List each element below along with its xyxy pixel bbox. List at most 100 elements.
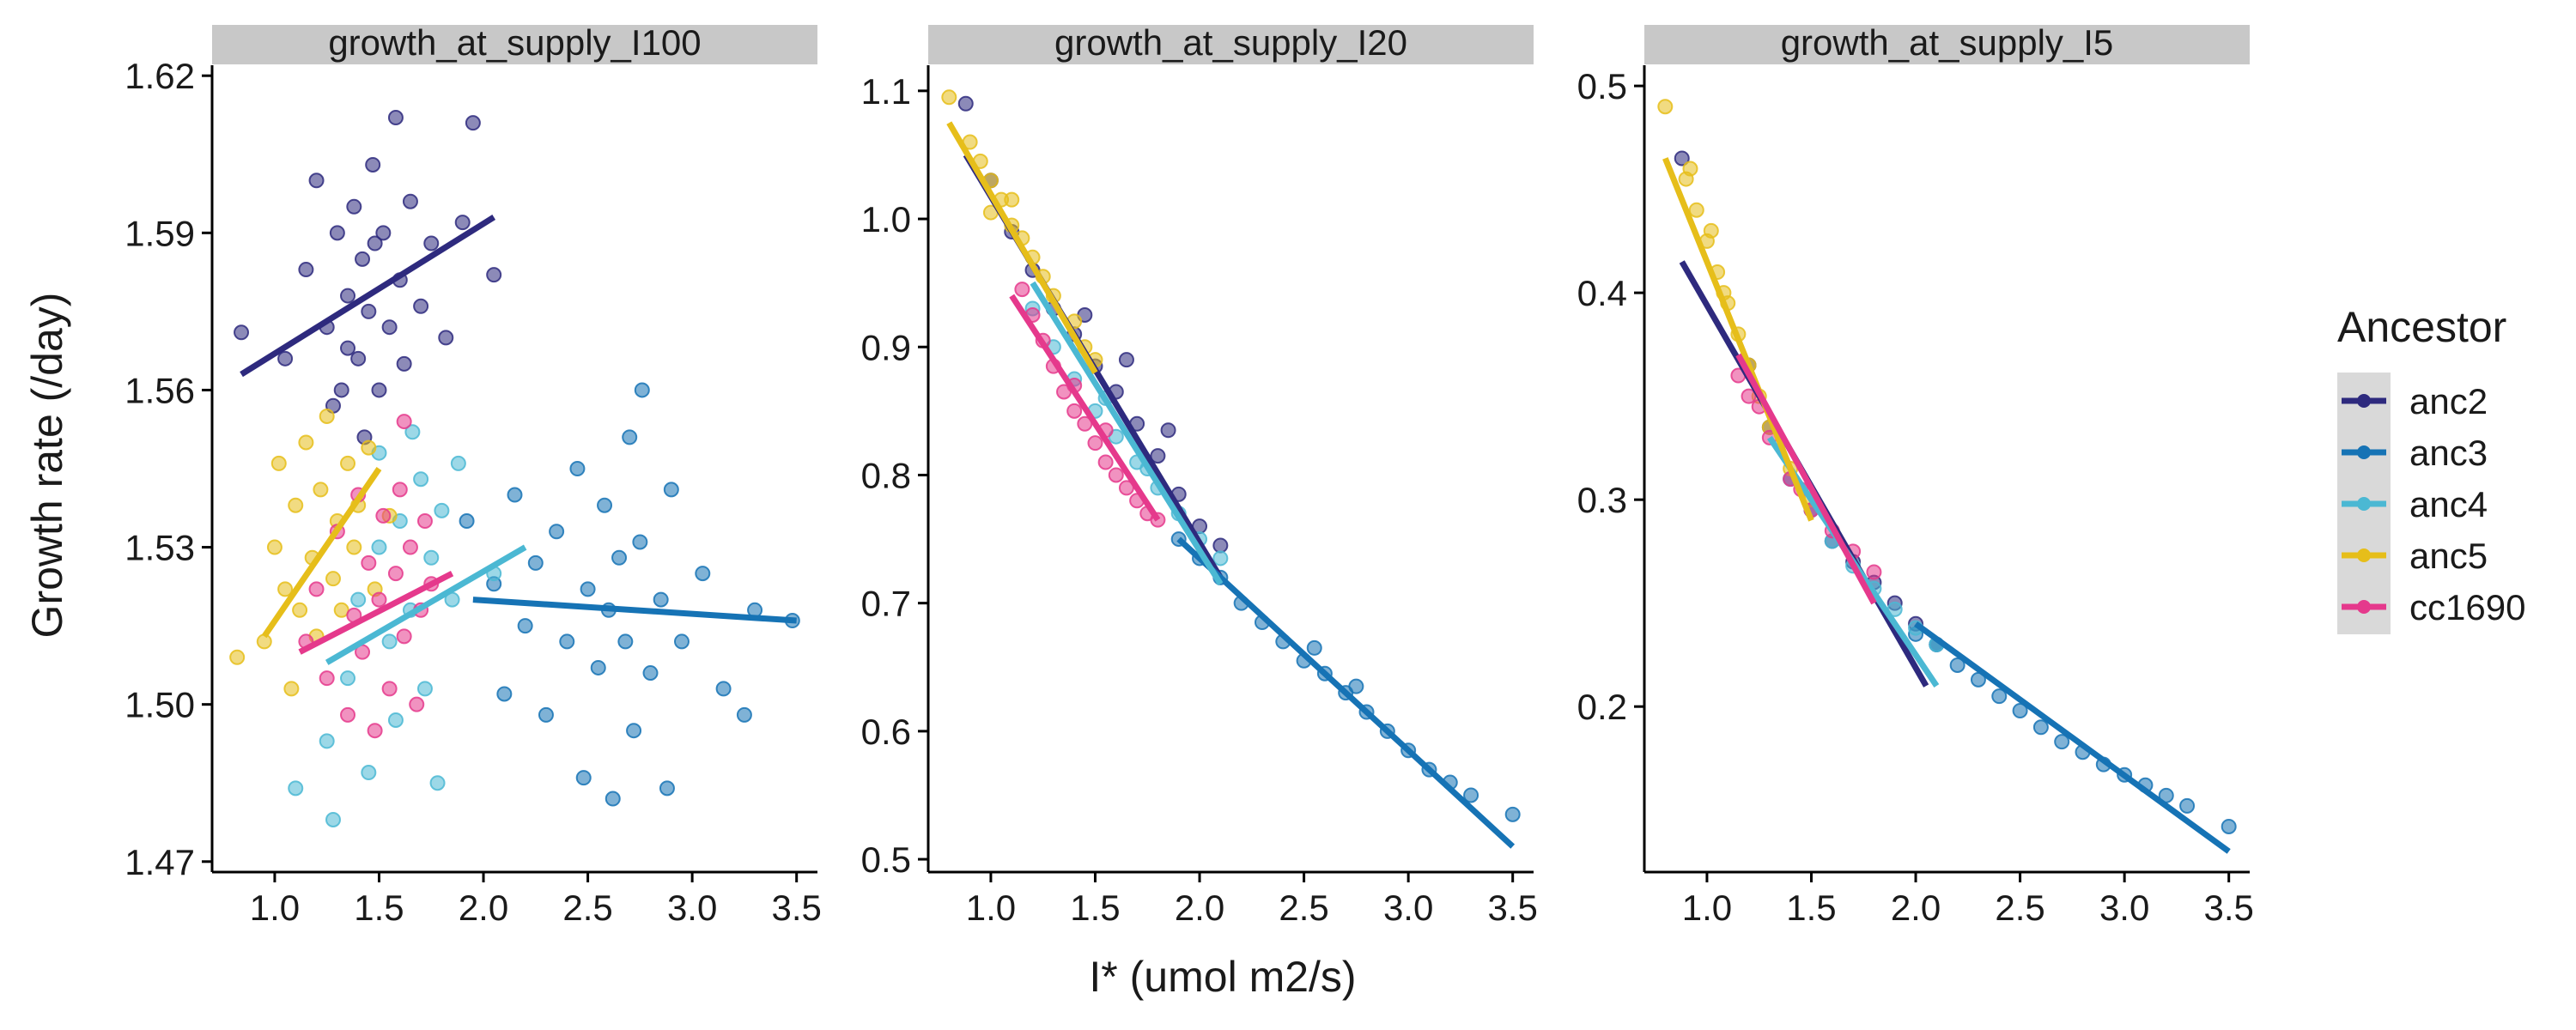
data-point-anc5 xyxy=(325,571,341,587)
x-tick-label: 2.5 xyxy=(1279,888,1328,928)
data-point-anc2 xyxy=(396,355,412,372)
panel-strip xyxy=(212,25,817,64)
data-point-cc1690 xyxy=(402,539,418,555)
data-point-anc5 xyxy=(1004,191,1020,208)
fit-line-anc3 xyxy=(1176,536,1516,849)
data-point-anc2 xyxy=(1212,537,1229,554)
data-point-anc5 xyxy=(346,539,362,555)
data-point-anc3 xyxy=(549,524,565,540)
legend: Ancestor anc2 anc3 anc4 anc5 cc1690 xyxy=(2337,303,2525,634)
data-point-anc2 xyxy=(367,235,383,251)
data-point-anc3 xyxy=(673,633,690,650)
y-tick-label: 1.53 xyxy=(125,528,195,568)
x-tick-label: 1.0 xyxy=(966,888,1016,928)
data-point-anc5 xyxy=(292,602,308,618)
data-point-anc2 xyxy=(350,350,367,367)
data-point-anc4 xyxy=(381,633,398,650)
data-point-anc5 xyxy=(270,455,287,471)
y-tick-label: 0.6 xyxy=(861,712,911,752)
data-point-anc2 xyxy=(277,350,294,367)
data-point-anc2 xyxy=(365,156,381,173)
data-point-anc2 xyxy=(361,303,377,319)
data-point-cc1690 xyxy=(319,670,335,687)
data-point-anc3 xyxy=(653,591,669,608)
y-tick-label: 0.7 xyxy=(861,584,911,624)
data-point-cc1690 xyxy=(1066,403,1083,419)
data-point-cc1690 xyxy=(396,628,412,645)
data-point-anc5 xyxy=(229,649,246,665)
data-point-anc5 xyxy=(319,408,335,424)
data-point-anc4 xyxy=(325,811,341,827)
data-point-anc3 xyxy=(517,618,533,634)
data-point-anc5 xyxy=(298,434,314,451)
data-point-anc2 xyxy=(355,251,371,267)
x-tick-label: 3.0 xyxy=(667,888,717,928)
data-point-anc3 xyxy=(695,566,711,582)
data-point-anc4 xyxy=(387,712,404,728)
x-axis-title: I* (umol m2/s) xyxy=(1089,953,1356,1001)
legend-label-anc3: anc3 xyxy=(2409,433,2488,473)
data-point-anc2 xyxy=(402,193,418,209)
data-point-anc5 xyxy=(1657,99,1674,115)
data-point-anc5 xyxy=(256,633,272,650)
data-point-anc5 xyxy=(1688,202,1704,218)
x-tick-label: 2.0 xyxy=(1175,888,1224,928)
data-point-anc3 xyxy=(507,487,523,503)
data-point-cc1690 xyxy=(1108,467,1124,483)
x-tick-label: 2.5 xyxy=(1995,888,2044,928)
data-point-anc3 xyxy=(659,780,675,797)
data-point-anc2 xyxy=(381,319,398,336)
y-tick-label: 1.0 xyxy=(861,199,911,239)
y-tick-label: 0.2 xyxy=(1577,687,1627,727)
data-point-anc3 xyxy=(1991,688,2008,705)
data-point-anc3 xyxy=(642,665,659,682)
data-point-anc5 xyxy=(340,455,356,471)
data-point-anc2 xyxy=(308,173,325,189)
data-point-cc1690 xyxy=(416,513,433,530)
fit-line-anc5 xyxy=(1662,157,1814,522)
panel-strip xyxy=(1644,25,2250,64)
data-point-anc5 xyxy=(313,482,329,498)
data-point-cc1690 xyxy=(1866,564,1882,580)
fit-line-anc3 xyxy=(1913,621,2231,854)
data-point-anc2 xyxy=(340,340,356,356)
x-tick-label: 1.5 xyxy=(1070,888,1120,928)
data-point-cc1690 xyxy=(340,706,356,723)
legend-label-anc2: anc2 xyxy=(2409,381,2488,421)
data-point-anc3 xyxy=(496,686,513,702)
data-point-cc1690 xyxy=(1097,454,1114,470)
data-point-anc3 xyxy=(663,482,679,498)
data-point-anc3 xyxy=(1306,639,1322,656)
fit-line-cc1690 xyxy=(1735,353,1877,605)
data-point-cc1690 xyxy=(392,482,408,498)
data-point-anc3 xyxy=(527,554,544,571)
data-point-anc2 xyxy=(234,324,250,341)
legend-key-point-anc2 xyxy=(2357,394,2371,408)
y-tick-label: 0.9 xyxy=(861,327,911,367)
data-point-cc1690 xyxy=(375,507,392,524)
y-tick-label: 1.62 xyxy=(125,56,195,96)
y-tick-label: 1.47 xyxy=(125,842,195,882)
data-point-anc3 xyxy=(2221,818,2237,834)
data-point-anc3 xyxy=(575,770,592,786)
legend-label-anc5: anc5 xyxy=(2409,536,2488,576)
data-point-anc3 xyxy=(569,461,586,476)
y-tick-label: 0.3 xyxy=(1577,480,1627,520)
x-tick-label: 2.0 xyxy=(1891,888,1941,928)
data-point-anc2 xyxy=(465,115,481,131)
data-point-anc2 xyxy=(957,95,974,112)
data-point-anc2 xyxy=(333,382,349,398)
legend-key-point-anc5 xyxy=(2357,548,2371,562)
data-point-anc3 xyxy=(459,513,475,530)
data-point-anc5 xyxy=(266,539,283,555)
data-point-anc3 xyxy=(1348,678,1364,694)
data-point-anc2 xyxy=(486,267,502,283)
x-tick-label: 3.5 xyxy=(771,888,821,928)
series-anc5 xyxy=(229,408,398,697)
series-anc2 xyxy=(234,110,502,445)
panel-strip xyxy=(928,25,1534,64)
y-tick-label: 0.8 xyxy=(861,455,911,495)
panel-title: growth_at_supply_I5 xyxy=(1781,22,2114,63)
data-point-anc5 xyxy=(283,681,300,697)
data-point-anc3 xyxy=(580,581,596,597)
